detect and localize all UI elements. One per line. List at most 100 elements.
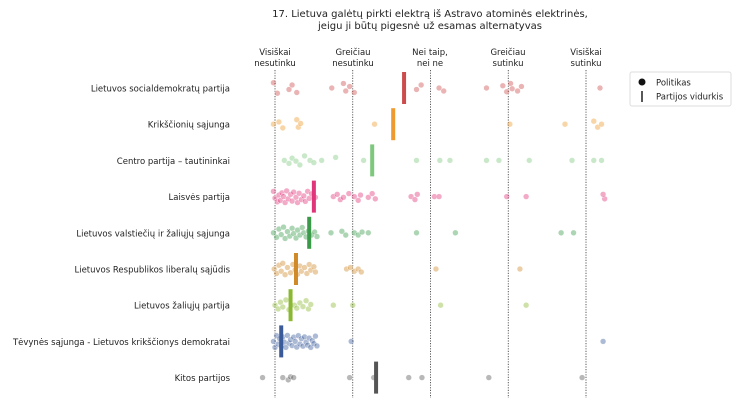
politician-point [299, 303, 307, 310]
politician-point [431, 193, 438, 200]
legend-politician-marker [638, 78, 646, 86]
politician-point [558, 229, 565, 236]
politician-point [435, 193, 443, 200]
politician-point [483, 157, 490, 164]
politician-point [280, 224, 287, 231]
politician-point [292, 158, 300, 165]
scale-label-2-line-2: nesutinku [332, 59, 374, 69]
politician-point [287, 191, 294, 198]
politician-point [282, 199, 289, 206]
politician-point [310, 263, 317, 270]
scale-label-5-line-2: sutinku [571, 59, 602, 69]
politician-point [313, 233, 321, 240]
party-label: Tėvynės sąjunga - Lietuvos krikščionys d… [12, 337, 230, 348]
politician-point [305, 305, 312, 313]
politician-point [313, 342, 321, 350]
politician-point [357, 192, 364, 199]
party-mean-bar [307, 216, 312, 249]
legend-mean-label: Partijos vidurkis [656, 93, 724, 103]
politician-point [259, 374, 266, 381]
politician-point [285, 340, 293, 347]
politician-point [499, 82, 506, 89]
politician-point [273, 234, 280, 241]
politician-point [287, 373, 294, 380]
politician-point [369, 190, 376, 197]
politician-point [340, 194, 347, 201]
politician-point [284, 228, 291, 235]
politician-point [334, 191, 341, 198]
party-label: Lietuvos Respublikos liberalų sąjūdis [74, 266, 230, 276]
politician-point [309, 337, 316, 344]
politician-point [290, 374, 297, 381]
party-row: Centro partija – tautininkai [117, 144, 605, 177]
politician-point [279, 303, 286, 311]
party-label: Krikščionių sąjunga [148, 120, 230, 131]
politician-point [523, 302, 530, 309]
politician-point [293, 89, 300, 96]
politician-point [495, 157, 503, 164]
politician-point [284, 332, 291, 339]
party-rows: Lietuvos socialdemokratų partija Krikščio… [12, 72, 608, 394]
politician-point [561, 121, 569, 128]
politician-point [303, 297, 310, 304]
politician-point [351, 268, 358, 275]
politician-point [413, 157, 420, 164]
party-label: Centro partija – tautininkai [117, 157, 230, 167]
politician-point [304, 342, 311, 349]
politician-point [330, 193, 337, 200]
politician-point [296, 299, 303, 307]
politician-point [523, 193, 530, 200]
politician-point [349, 302, 356, 309]
politician-point [514, 87, 521, 95]
politician-point [518, 83, 525, 90]
politician-point [506, 121, 513, 128]
party-row: Lietuvos socialdemokratų partija [91, 72, 604, 104]
party-row: Tėvynės sąjunga - Lietuvos krikščionys d… [12, 325, 607, 358]
politician-point [296, 161, 303, 169]
politician-point [270, 79, 277, 86]
scale-label-5-line-1: Visiškai [570, 47, 602, 58]
politician-point [307, 344, 314, 351]
politician-point [598, 157, 605, 164]
chart-title-line-1: 17. Lietuva galėtų pirkti elektrą iš Ast… [272, 8, 588, 20]
politician-point [590, 157, 597, 164]
politician-point [568, 157, 576, 164]
politician-point [347, 264, 354, 271]
politician-point [346, 374, 353, 381]
politician-point [342, 87, 349, 95]
politician-point [600, 191, 607, 198]
politician-point [289, 81, 296, 89]
politician-point [289, 342, 296, 349]
politician-point [307, 267, 314, 274]
politician-point [340, 80, 347, 87]
politician-point [355, 197, 362, 204]
politician-point [271, 302, 279, 309]
politician-point [600, 338, 607, 345]
politician-point [287, 336, 294, 343]
politician-point [358, 268, 365, 276]
party-mean-bar [391, 108, 396, 141]
politician-point [298, 268, 305, 275]
party-label: Lietuvos valstiečių ir žaliųjų sąjunga [76, 228, 230, 239]
politician-point [351, 229, 358, 236]
scale-label-1-line-1: Visiškai [259, 47, 291, 58]
politician-point [310, 159, 317, 166]
politician-point [345, 190, 352, 197]
politician-point [570, 229, 577, 236]
politician-point [372, 195, 379, 202]
politician-point [301, 333, 308, 341]
politician-point [432, 265, 440, 273]
politician-point [507, 80, 514, 87]
politician-point [290, 189, 297, 196]
politician-point [270, 188, 277, 195]
politician-point [275, 192, 282, 199]
party-label: Kitos partijos [175, 374, 231, 384]
politician-point [328, 84, 335, 92]
party-label: Lietuvos žaliųjų partija [134, 302, 230, 312]
party-mean-bar [288, 289, 293, 322]
politician-point [418, 81, 425, 89]
politician-point [446, 157, 454, 164]
party-row: Laisvės partija [169, 180, 608, 213]
politician-point [275, 225, 282, 233]
